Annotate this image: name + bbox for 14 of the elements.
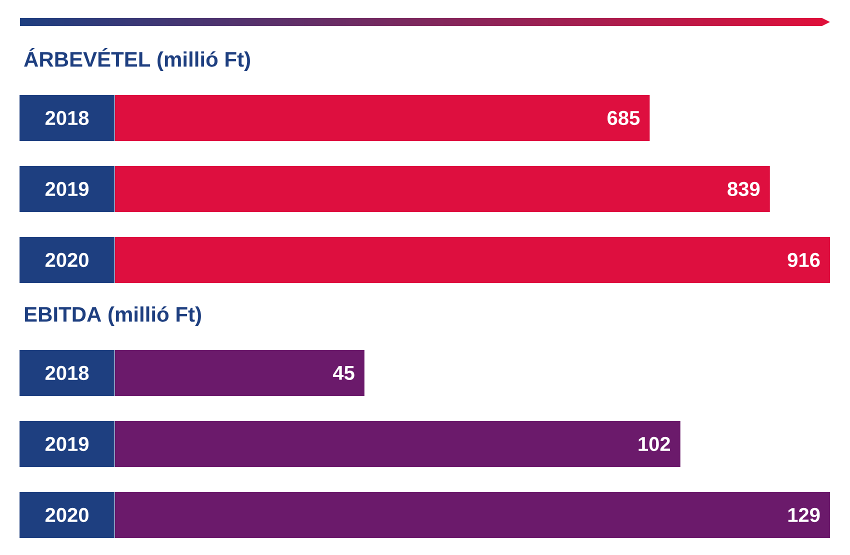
data-label: 102 — [638, 436, 670, 452]
y-tick-label: 2019 — [45, 436, 89, 452]
y-tick-label: 2018 — [45, 366, 89, 380]
y-tick-label: 2019 — [45, 182, 89, 196]
chart-title: EBITDA (millió Ft) — [24, 306, 201, 326]
data-label: 45 — [332, 366, 354, 380]
data-label: 685 — [608, 110, 640, 126]
y-tick-label: 2018 — [45, 110, 89, 126]
y-tick-label: 2020 — [45, 252, 88, 268]
data-label: 839 — [728, 182, 760, 196]
y-tick-label: 2020 — [45, 508, 88, 522]
chart-title: ÁRBEVÉTEL (millió Ft) — [24, 48, 250, 71]
data-label: 129 — [788, 508, 820, 522]
data-label: 916 — [788, 252, 820, 268]
